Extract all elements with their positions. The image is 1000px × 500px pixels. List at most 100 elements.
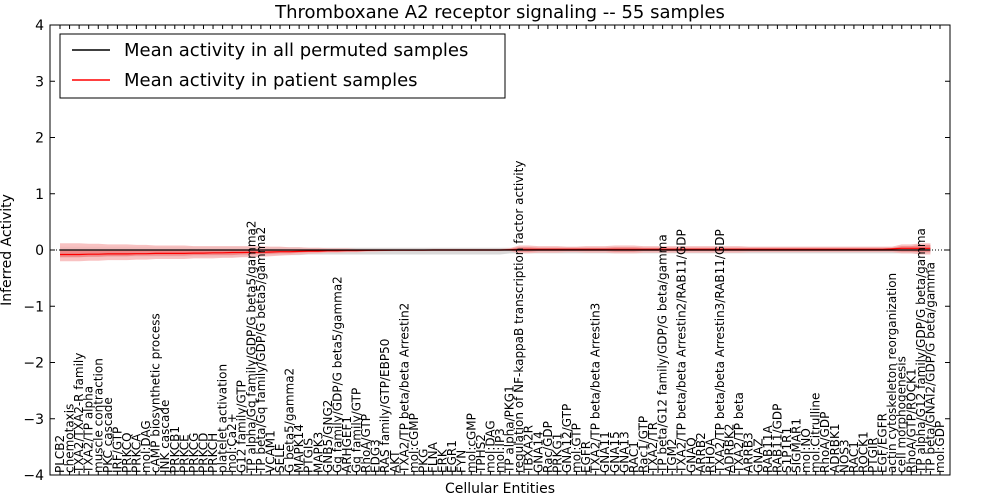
entity-label: GNAQ — [684, 437, 698, 473]
entity-label: muscle contraction — [91, 358, 105, 473]
entity-label: Rac1/GTP — [637, 416, 651, 473]
entity-label: mol:DAG — [139, 420, 153, 473]
entity-label: TXA2/TXA2-R family — [72, 353, 86, 474]
entity-label: TXA2/TP beta/beta Arrestin2 — [397, 303, 411, 474]
entity-label: TXA2/TP beta/beta Arrestin2/RAB11/GDP — [675, 229, 689, 474]
entity-label: RAS family/GTP/EBP50 — [378, 339, 392, 473]
entity-label: chemotaxis — [63, 404, 77, 473]
entity-label: RAB11/GDP — [770, 404, 784, 473]
entity-label: EGFR — [579, 441, 593, 473]
y-tick-label: −3 — [23, 412, 44, 428]
entity-label: TP beta/Gq family/GDP/G beta5/gamma2 — [254, 227, 268, 474]
entity-label: PRKCA — [130, 433, 144, 473]
entity-label: PRKCE — [177, 434, 191, 473]
y-tick-label: 1 — [35, 187, 44, 203]
legend-box — [59, 33, 506, 99]
entity-label: PRKG1 — [550, 433, 564, 473]
entity-label: TPHS2 — [474, 434, 488, 474]
legend-label: Mean activity in all permuted samples — [124, 40, 468, 61]
entity-label: cAMP biosynthetic process — [149, 313, 163, 473]
entity-label: EDG3 — [369, 439, 383, 473]
entity-label: RAC1 — [847, 441, 861, 473]
entity-label: ADRBK2 — [723, 423, 737, 473]
entity-label: PKG — [417, 449, 431, 473]
entity-label: FYN — [455, 450, 469, 473]
entity-label: PRKCG — [187, 433, 201, 473]
entity-label: RhoA/GTP/ROCK1 — [904, 368, 918, 473]
entity-label: PRKCQ — [120, 432, 134, 473]
entity-label: ARRB3 — [742, 432, 756, 473]
entity-label: ARRB2 — [694, 432, 708, 473]
entity-label: Gq family/GDP/G beta5/gamma2 — [330, 276, 344, 473]
entity-label: PTGIS — [302, 438, 316, 473]
entity-label: TP alpha/Gq family/GDP/G beta5/gamma2 — [244, 220, 258, 474]
entity-label: GNA13 — [617, 431, 631, 473]
entity-label: EGF/EGFR — [876, 413, 890, 473]
entity-label: G12 family/GTP — [235, 380, 249, 473]
entity-label: RAB11A — [761, 424, 775, 473]
entity-label: GNA11 — [598, 431, 612, 473]
entity-label: SIGMAR1 — [790, 418, 804, 473]
entity-label: GNA15 — [608, 431, 622, 473]
entity-label: RAC1 — [627, 441, 641, 473]
entity-label: PRKCD — [197, 433, 211, 473]
entity-label: PKC cascade — [101, 397, 115, 473]
entity-label: TGM2 — [665, 438, 679, 474]
entity-label: JNK cascade — [158, 400, 172, 474]
y-tick-label: 4 — [35, 18, 44, 34]
entity-label: mol:cGMP — [407, 413, 421, 473]
entity-label: TBXA2R — [522, 425, 536, 474]
entity-label: NOS3 — [837, 439, 851, 473]
entity-label: ARHGEF1 — [340, 416, 354, 473]
entity-label: mol:GDP — [933, 421, 947, 473]
entity-label: RhoA/GTP — [359, 414, 373, 473]
chart-title: Thromboxane A2 receptor signaling -- 55 … — [274, 2, 725, 23]
y-tick-label: −2 — [23, 356, 44, 372]
entity-label: PRKCH — [206, 433, 220, 473]
entity-label: ERK — [436, 448, 450, 473]
entity-label: ROCK1 — [857, 431, 871, 473]
y-tick-label: −4 — [23, 468, 44, 484]
entity-label: MAPK3 — [311, 432, 325, 473]
entity-label: TP alpha/PKG1 — [503, 385, 517, 474]
entity-label: GNB5/GNG2 — [321, 400, 335, 473]
entity-label: GNA12/GTP — [560, 404, 574, 473]
entity-label: Gq family/GTP — [350, 388, 364, 473]
entity-label: GNAZ — [751, 438, 765, 473]
entity-label: G beta5/gamma2 — [283, 368, 297, 473]
entity-label: TXA2/TP beta — [732, 392, 746, 474]
entity-label: platelet activation — [216, 364, 230, 473]
entity-label: mol:GTP — [570, 423, 584, 473]
entity-label: Rac/GDP — [541, 421, 555, 473]
plot-area: 4 3 2 1 0 −1 −2 −3 −4 PLCB2chemotaxisTXA2/TXA2-R … — [23, 18, 951, 484]
entity-label: TP alpha/G12 family/GDP/G beta/gamma — [914, 228, 928, 474]
entity-label: RhoA/GDP — [818, 412, 832, 473]
entity-label: PTGIR — [866, 437, 880, 473]
entity-label: AKT — [388, 450, 402, 473]
entity-label: ADRBK1 — [828, 423, 842, 473]
entity-label: SELE — [273, 444, 287, 473]
entity-label: mol:Citrulline — [809, 393, 823, 473]
entity-label: RHOA — [703, 437, 717, 473]
entity-label: mol:IP3 — [493, 428, 507, 473]
entity-label: VCAM1 — [263, 430, 277, 473]
y-tick-label: 3 — [35, 74, 44, 90]
entity-label: mol:cGMP — [464, 413, 478, 473]
y-tick-label: 2 — [35, 131, 44, 147]
legend-label: Mean activity in patient samples — [124, 70, 418, 91]
entity-label: TXA2/TP beta/beta Arrestin3 — [589, 303, 603, 474]
patient-band-inner — [60, 244, 931, 258]
entity-label: TP beta/GNAI2/GDP/G beta/gamma — [923, 262, 937, 474]
y-axis-label: Inferred Activity — [0, 194, 15, 306]
entity-label: MAPK14 — [292, 424, 306, 473]
entity-label: TXA2/TP alpha — [82, 386, 96, 474]
y-tick-label: 0 — [35, 243, 44, 259]
entity-label: mol:Ca2+ — [225, 413, 239, 473]
entity-label: GNA14 — [531, 431, 545, 473]
entity-label: mol:NO — [799, 428, 813, 473]
entity-label: FLNA — [426, 441, 440, 473]
entity-label: PLCB2 — [53, 435, 67, 473]
entity-label: EGR1 — [445, 440, 459, 473]
y-tick-label: −1 — [23, 299, 44, 315]
